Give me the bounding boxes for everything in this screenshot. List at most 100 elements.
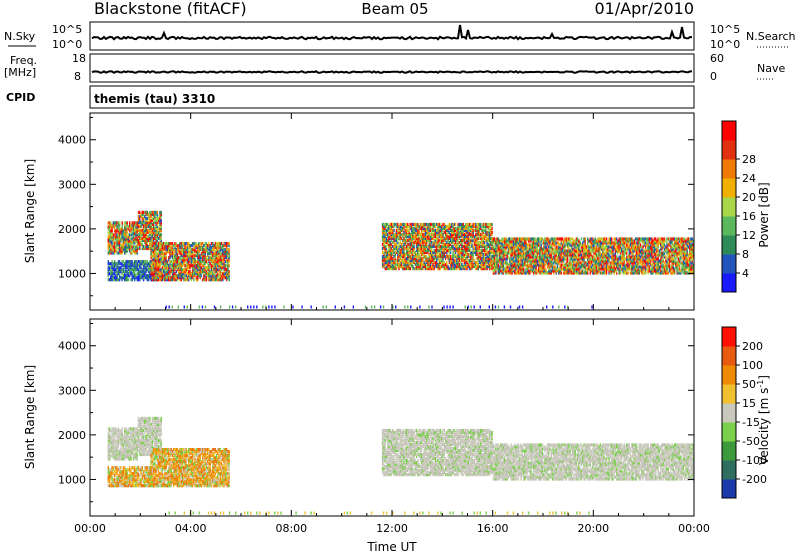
power-echo-cell [165,250,167,254]
power-echo-cell [120,237,122,241]
power-echo-cell [225,278,228,282]
power-echo-cell [144,268,146,272]
power-echo-cell [452,263,454,267]
power-echo-cell [181,242,184,246]
power-echo-cell [178,268,180,272]
power-echo-cell [197,266,199,270]
power-echo-cell [134,231,136,235]
power-echo-cell [141,216,143,220]
power-echo-cell [448,240,450,245]
power-echo-cell [595,245,598,249]
power-echo-cell [594,261,596,265]
power-echo-cell [403,248,405,253]
power-echo-cell [472,234,474,239]
power-echo-cell [212,264,214,268]
power-echo-cell [566,259,569,263]
power-echo-cell [553,241,555,245]
power-echo-cell [490,261,492,265]
power-echo-cell [588,265,590,269]
power-echo-cell [170,250,172,254]
power-echo-cell [478,232,481,237]
power-echo-cell [149,228,151,233]
power-echo-cell [530,239,532,243]
power-echo-cell [583,263,585,267]
power-echo-cell [516,271,518,275]
power-echo-cell [565,265,568,269]
power-echo-cell [208,252,210,256]
power-echo-cell [144,224,146,229]
power-echo-cell [154,230,156,235]
power-echo-cell [571,255,574,259]
power-echo-cell [555,259,557,263]
power-echo-cell [149,224,151,229]
power-echo-cell [466,230,468,235]
power-echo-cell [593,263,595,267]
power-echo-cell [555,271,557,275]
power-echo-cell [155,276,157,280]
power-echo-cell [415,232,418,237]
power-echo-cell [442,261,444,265]
power-echo-cell [419,255,422,259]
power-echo-cell [438,242,440,247]
power-echo-cell [140,222,142,227]
power-echo-cell [493,245,496,249]
power-echo-cell [568,263,570,267]
power-echo-cell [510,249,512,253]
power-echo-cell [418,263,420,267]
power-echo-cell [431,265,433,269]
power-echo-cell [526,263,528,267]
power-echo-cell [161,244,164,248]
power-echo-cell [112,241,115,245]
power-echo-cell [511,257,513,261]
power-echo-cell [154,264,156,268]
power-echo-cell [583,255,585,259]
power-echo-cell [204,246,206,250]
power-echo-cell [510,251,512,255]
power-echo-cell [139,262,141,266]
power-echo-cell [111,270,113,274]
power-echo-cell [159,274,161,278]
power-echo-cell [556,247,559,251]
power-echo-cell [577,249,579,253]
power-echo-cell [497,267,500,271]
power-echo-cell [387,238,389,243]
power-echo-cell [563,257,565,261]
power-echo-cell [127,227,130,231]
power-echo-cell [490,257,492,261]
power-echo-cell [512,269,515,273]
power-echo-cell [136,278,138,282]
power-echo-cell [137,222,140,227]
power-echo-cell [608,269,610,273]
power-echo-cell [454,261,457,265]
power-echo-cell [218,256,220,260]
power-echo-cell [185,252,187,256]
power-echo-cell [578,263,580,267]
power-echo-cell [544,239,546,243]
power-echo-cell [437,263,439,267]
power-echo-cell [228,256,230,260]
power-echo-cell [420,263,423,267]
power-echo-cell [203,244,205,248]
power-echo-cell [446,267,448,271]
power-echo-cell [199,262,201,266]
power-echo-cell [122,268,125,272]
power-echo-cell [165,278,167,282]
power-echo-cell [443,242,445,247]
power-echo-cell [129,268,131,272]
power-echo-cell [485,234,487,239]
power-echo-cell [410,255,413,259]
power-echo-cell [189,250,191,254]
power-echo-cell [134,262,136,266]
power-echo-cell [185,268,187,272]
power-echo-cell [150,262,152,266]
power-echo-cell [550,253,552,257]
power-echo-cell [397,230,399,235]
power-echo-cell [423,238,425,243]
power-echo-cell [395,242,398,247]
power-echo-cell [422,253,424,257]
power-echo-cell [449,240,452,245]
power-echo-cell [414,267,417,271]
power-echo-cell [478,242,481,247]
power-echo-cell [530,257,532,261]
power-echo-cell [110,233,112,237]
